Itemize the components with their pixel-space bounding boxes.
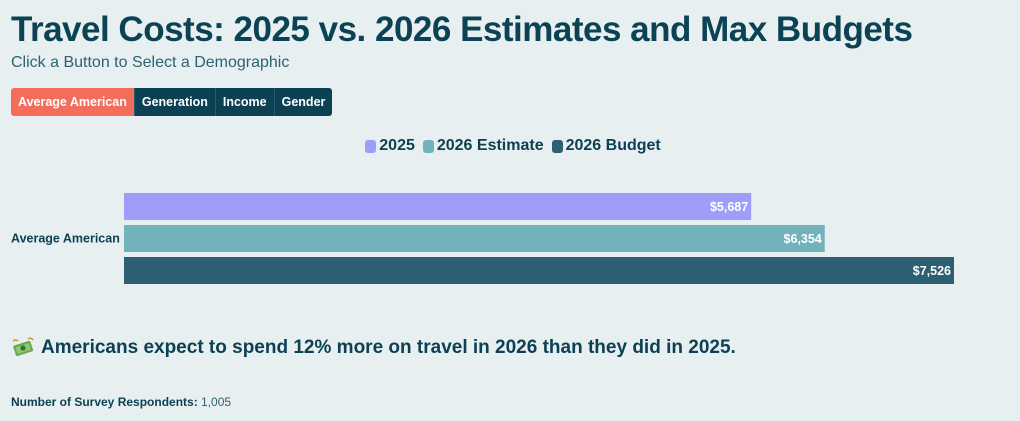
chart-legend: 2025 2026 Estimate 2026 Budget <box>0 137 1020 155</box>
legend-label-2026-estimate: 2026 Estimate <box>436 137 544 154</box>
demographic-button-group: Average American Generation Income Gende… <box>11 88 333 116</box>
average-american-button[interactable]: Average American <box>11 88 134 116</box>
data-label-2025: $5,687 <box>710 200 748 214</box>
gender-button[interactable]: Gender <box>273 88 333 116</box>
generation-button[interactable]: Generation <box>133 88 215 116</box>
respondents-value: 1,005 <box>201 395 232 409</box>
respondents-label: Number of Survey Respondents: <box>11 395 198 409</box>
bar-2026-estimate[interactable] <box>124 225 825 252</box>
page-subtitle: Click a Button to Select a Demographic <box>11 54 290 71</box>
legend-swatch-2026-budget <box>551 139 563 153</box>
insight-callout: Americans expect to spend 12% more on tr… <box>11 337 736 359</box>
income-button[interactable]: Income <box>214 88 274 116</box>
legend-label-2026-budget: 2026 Budget <box>565 137 661 154</box>
legend-swatch-2026-estimate <box>422 139 434 153</box>
bar-2026-budget[interactable] <box>124 257 954 284</box>
legend-swatch-2025 <box>365 139 377 153</box>
money-flying-icon <box>11 337 35 359</box>
legend-label-2025: 2025 <box>379 137 415 154</box>
bar-chart: Average American $5,687 $6,354 $7,526 <box>11 193 954 284</box>
legend-item-2026-estimate[interactable]: 2026 Estimate <box>422 137 544 155</box>
data-label-2026-estimate: $6,354 <box>784 232 822 246</box>
survey-respondents: Number of Survey Respondents: 1,005 <box>11 395 231 409</box>
legend-item-2025[interactable]: 2025 <box>365 137 415 155</box>
category-label: Average American <box>11 232 120 246</box>
insight-text: Americans expect to spend 12% more on tr… <box>41 337 736 358</box>
data-label-2026-budget: $7,526 <box>913 264 951 278</box>
legend-item-2026-budget[interactable]: 2026 Budget <box>551 137 661 155</box>
bar-2025[interactable] <box>124 193 752 220</box>
page-title: Travel Costs: 2025 vs. 2026 Estimates an… <box>11 10 913 49</box>
